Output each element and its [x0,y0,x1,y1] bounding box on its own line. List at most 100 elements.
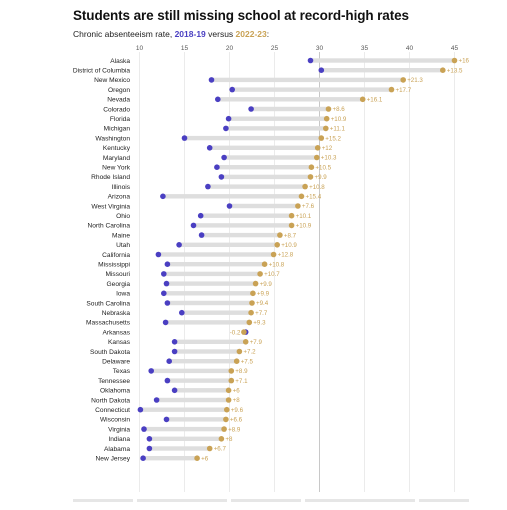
dot-2022-23 [233,358,240,365]
x-tick-label: 45 [451,45,459,52]
change-label: +10.9 [296,223,312,230]
state-label: Mississippi [98,262,130,269]
change-label: +17.7 [396,87,412,94]
dot-2022-23 [252,280,259,287]
dot-2022-23 [249,300,255,306]
dot-2022-23 [323,115,330,122]
dot-2018-19 [140,455,146,462]
dot-2022-23 [241,329,247,335]
connector-bar [167,262,265,267]
dot-2018-19 [161,290,167,297]
change-label: +7.1 [235,378,248,385]
connector-bar [232,87,392,92]
change-label: +12 [322,145,333,152]
change-label: +6 [233,388,241,395]
connector-bar [207,184,306,189]
state-label: California [102,252,130,259]
dot-2018-19 [205,183,211,190]
state-label: Oklahoma [100,388,130,395]
connector-bar [144,426,225,432]
state-label: South Carolina [86,300,130,307]
dot-2018-19 [171,387,178,394]
state-label: Texas [113,368,131,375]
x-tick-label: 40 [406,45,414,52]
change-label: +9.4 [256,300,269,307]
connector-bar [193,223,292,228]
footnote-placeholder [73,492,493,503]
connector-bar [149,446,210,451]
dot-2022-23 [314,154,320,161]
change-label: +6.7 [214,446,227,453]
dot-2022-23 [359,96,366,103]
change-label: +7.2 [243,349,256,356]
state-label: Washington [95,135,130,142]
dot-2022-23 [228,368,235,374]
dot-2018-19 [208,77,215,83]
connector-bar [184,135,322,141]
dot-2022-23 [250,290,256,297]
connector-bar [310,58,455,63]
change-label: +10.8 [269,261,285,268]
change-label: +7.5 [241,358,254,365]
dot-2018-19 [164,377,171,384]
dot-2022-23 [224,406,230,413]
connector-bar [221,174,311,180]
state-label: Iowa [116,291,130,298]
dot-2022-23 [298,193,305,200]
change-label: +10.3 [321,155,337,162]
state-label: Alabama [104,446,130,453]
state-label: Kentucky [103,145,131,152]
dot-2018-19 [160,193,166,200]
state-label: Tennessee [98,378,130,385]
dot-2018-19 [198,232,205,238]
dot-2018-19 [163,280,170,287]
change-label: +7.9 [250,339,263,346]
dot-2022-23 [295,203,301,209]
state-label: Georgia [107,281,131,288]
state-label: Nebraska [102,310,131,317]
legend-series-2022-23: 2022-23 [235,29,267,39]
dot-2018-19 [148,368,154,374]
state-label: New Mexico [94,77,130,84]
connector-bar [166,281,256,286]
subtitle-prefix: Chronic absenteeism rate, [73,29,175,39]
connector-bar [143,456,198,461]
state-label: Michigan [104,126,131,133]
x-tick-label: 30 [316,45,324,52]
connector-bar [251,106,329,112]
x-tick-label: 15 [181,45,189,52]
change-label: +9.9 [260,281,273,288]
state-label: Maine [112,232,130,239]
dot-2018-19 [141,426,147,432]
dot-2018-19 [162,319,169,326]
dot-2018-19 [248,106,254,112]
change-label: +16 [459,58,470,65]
dot-2018-19 [146,436,153,442]
dot-2018-19 [176,242,182,248]
change-label: +10.7 [264,271,280,278]
dot-2022-23 [225,397,232,403]
connector-bar [174,349,240,354]
dot-2022-23 [236,348,243,355]
change-label: +9.6 [231,407,244,414]
state-label: Delaware [102,359,130,366]
connector-bar [165,320,250,325]
connector-bar [169,359,237,364]
dot-2018-19 [171,348,178,355]
state-label: District of Columbia [73,68,130,75]
dot-2018-19 [206,145,213,151]
change-label: +15.4 [306,194,322,201]
dot-2022-23 [248,309,254,316]
dot-2018-19 [166,358,172,365]
state-label: Arizona [108,194,131,201]
dot-2018-19 [307,57,314,64]
state-label: Illinois [112,184,131,191]
connector-bar [209,145,318,150]
change-label: +9.9 [257,291,270,298]
dot-2018-19 [223,125,229,132]
change-label: +8.7 [284,232,297,239]
connector-bar [321,68,443,73]
dot-2018-19 [137,406,144,413]
state-label: Ohio [116,213,130,220]
